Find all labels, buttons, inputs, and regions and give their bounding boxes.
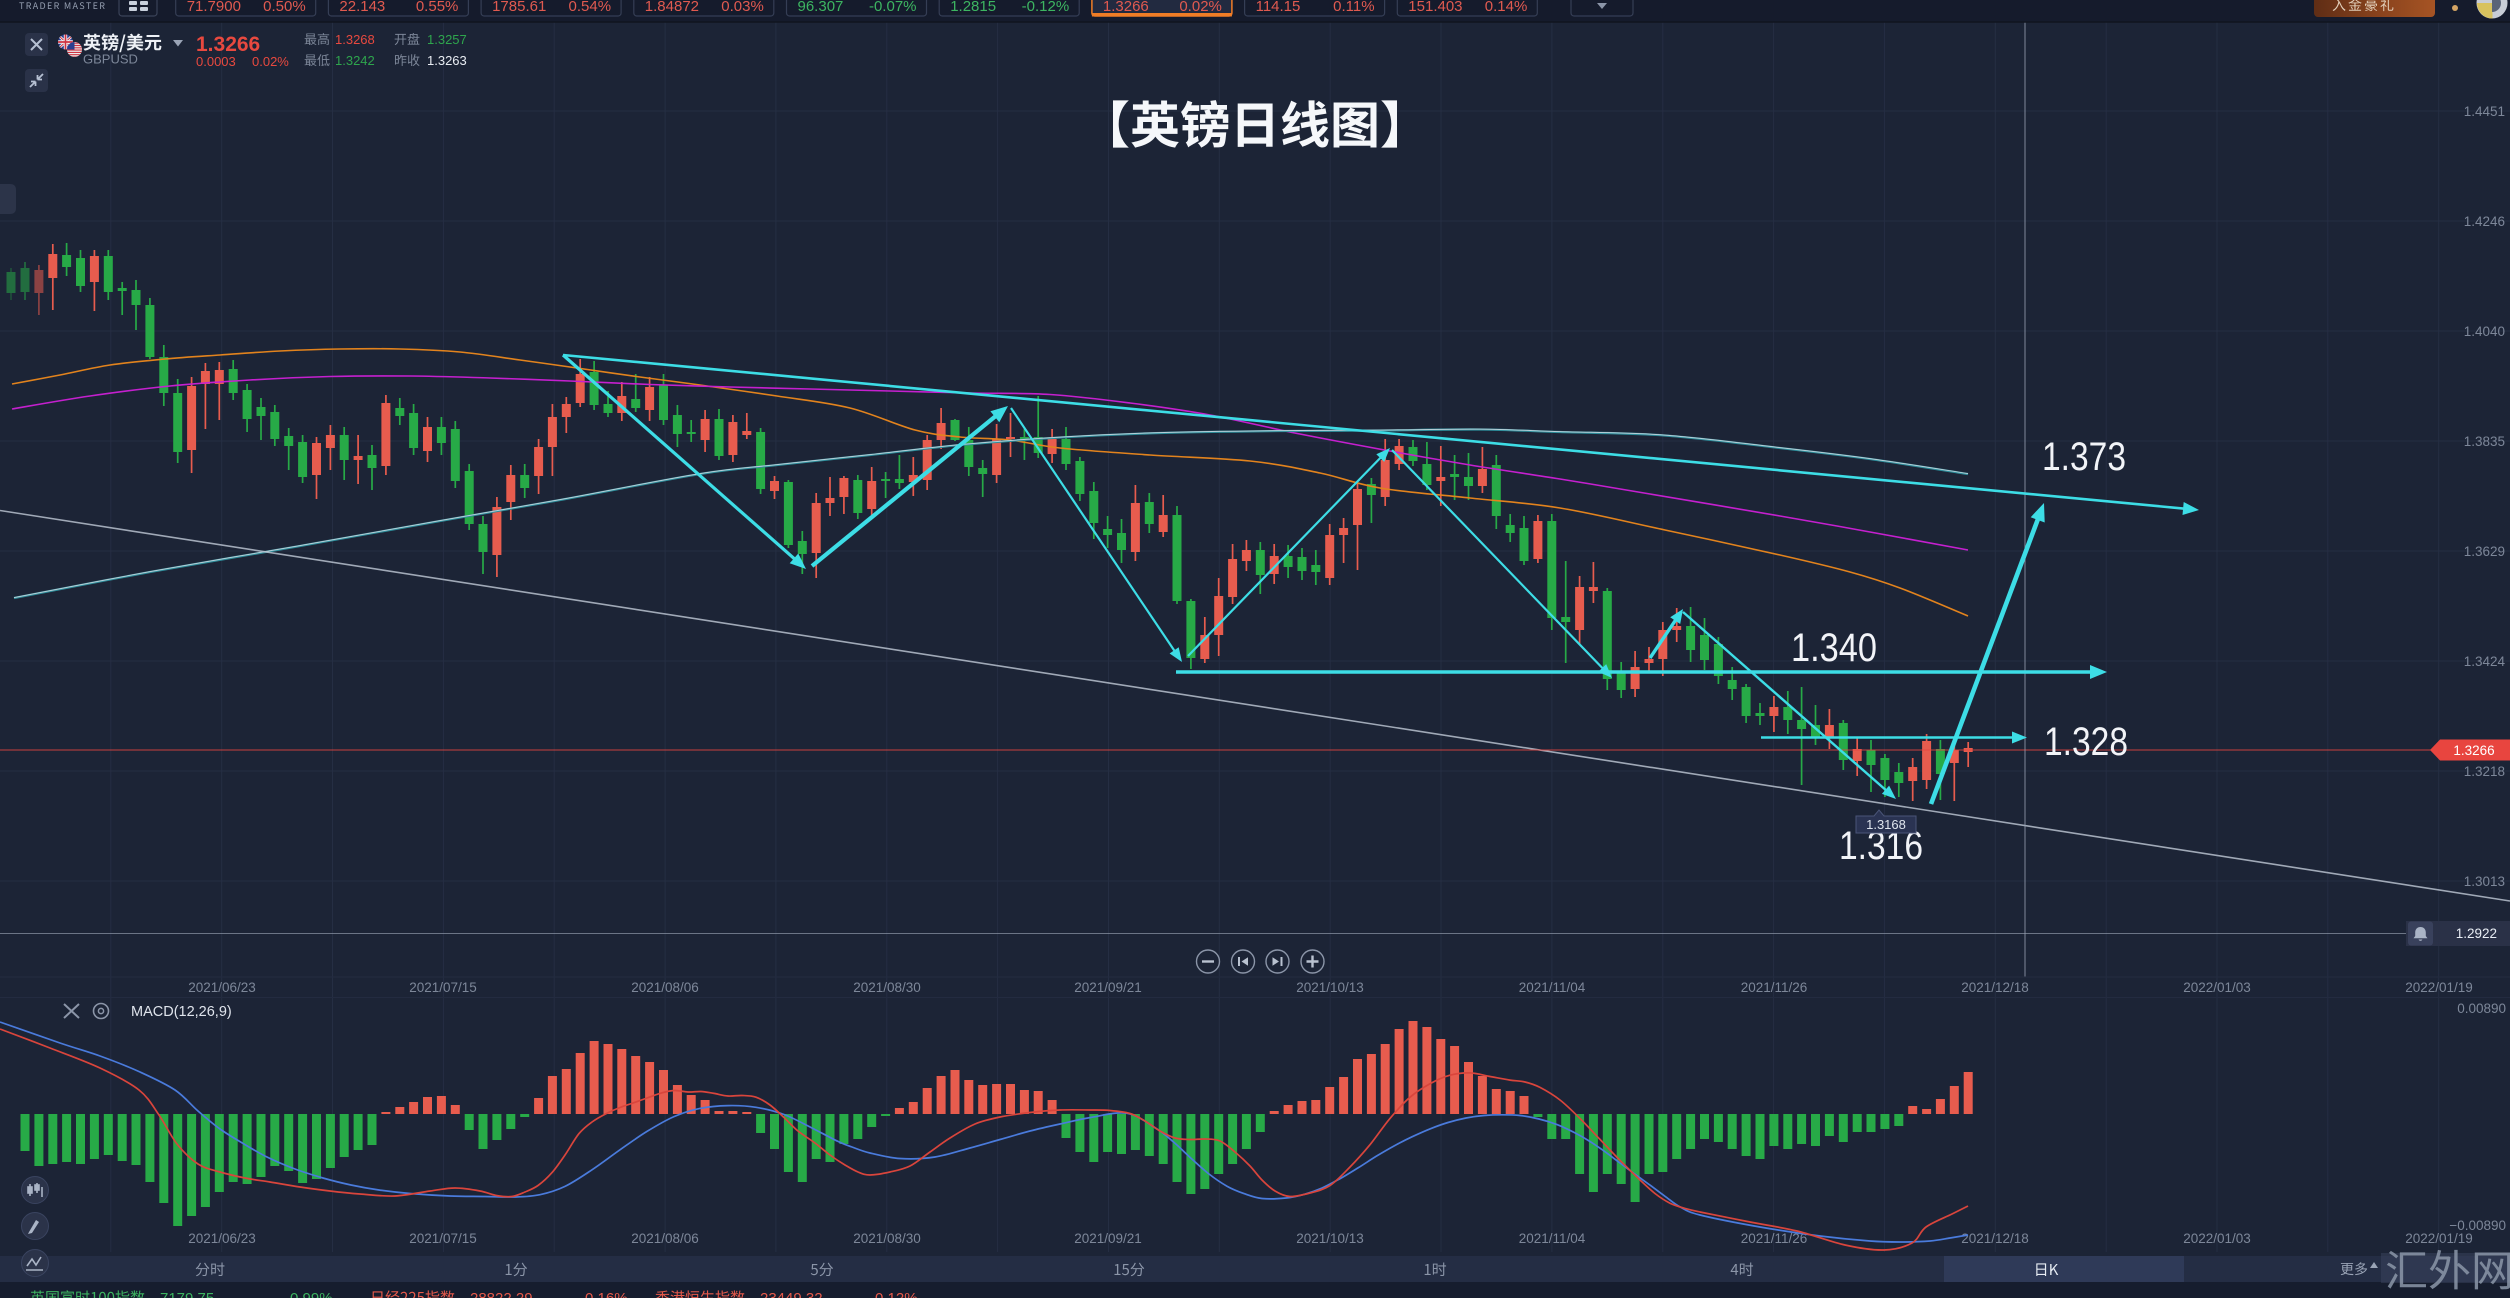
svg-text:0.11%: 0.11% — [1333, 0, 1374, 15]
svg-text:2021/07/15: 2021/07/15 — [409, 980, 477, 995]
svg-text:1.3242: 1.3242 — [335, 53, 375, 68]
svg-text:1.2922: 1.2922 — [2456, 926, 2497, 941]
svg-text:2021/09/21: 2021/09/21 — [1074, 1231, 1142, 1246]
svg-text:2021/12/18: 2021/12/18 — [1961, 980, 2029, 995]
svg-text:2021/11/04: 2021/11/04 — [1519, 1231, 1586, 1246]
svg-text:114.15: 114.15 — [1256, 0, 1301, 15]
svg-text:1.2815: 1.2815 — [950, 0, 996, 15]
svg-text:1.3218: 1.3218 — [2464, 764, 2505, 779]
svg-text:1.3268: 1.3268 — [335, 32, 375, 47]
svg-text:2021/07/15: 2021/07/15 — [409, 1231, 477, 1246]
svg-text:1.3257: 1.3257 — [427, 32, 467, 47]
svg-text:0.50%: 0.50% — [263, 0, 306, 15]
svg-text:1.3835: 1.3835 — [2464, 434, 2505, 449]
svg-text:2021/11/04: 2021/11/04 — [1519, 980, 1586, 995]
svg-text:1.340: 1.340 — [1791, 626, 1877, 670]
svg-text:1.3629: 1.3629 — [2464, 544, 2505, 559]
svg-text:1.84872: 1.84872 — [645, 0, 699, 15]
svg-text:2021/10/13: 2021/10/13 — [1296, 1231, 1364, 1246]
svg-text:0.54%: 0.54% — [569, 0, 612, 15]
svg-text:1.4040: 1.4040 — [2464, 324, 2505, 339]
svg-text:1.3168: 1.3168 — [1866, 817, 1906, 832]
svg-text:1.3266: 1.3266 — [196, 33, 260, 56]
svg-text:1.3266: 1.3266 — [1103, 0, 1149, 15]
svg-text:0.03%: 0.03% — [721, 0, 764, 15]
svg-text:1.3424: 1.3424 — [2464, 654, 2506, 669]
svg-text:2021/11/26: 2021/11/26 — [1741, 980, 1808, 995]
svg-text:1.3266: 1.3266 — [2453, 743, 2494, 758]
svg-text:2021/10/13: 2021/10/13 — [1296, 980, 1364, 995]
svg-text:1.3263: 1.3263 — [427, 53, 467, 68]
svg-text:28822.29: 28822.29 — [470, 1290, 533, 1298]
svg-text:0.16%: 0.16% — [585, 1290, 628, 1298]
svg-text:GBPUSD: GBPUSD — [83, 52, 138, 67]
svg-text:71.7900: 71.7900 — [187, 0, 241, 15]
svg-text:2022/01/19: 2022/01/19 — [2405, 1231, 2473, 1246]
svg-text:1.328: 1.328 — [2044, 720, 2128, 764]
svg-text:-0.12%: -0.12% — [1022, 0, 1070, 15]
svg-text:0.14%: 0.14% — [1485, 0, 1528, 15]
svg-text:2021/11/26: 2021/11/26 — [1741, 1231, 1808, 1246]
svg-text:0.99%: 0.99% — [290, 1290, 333, 1298]
svg-text:2021/08/30: 2021/08/30 — [853, 980, 921, 995]
svg-text:-0.07%: -0.07% — [869, 0, 917, 15]
svg-text:0.02%: 0.02% — [252, 54, 289, 69]
svg-text:2021/08/06: 2021/08/06 — [631, 1231, 699, 1246]
svg-text:0.0003: 0.0003 — [196, 54, 236, 69]
svg-text:0.12%: 0.12% — [875, 1290, 918, 1298]
svg-text:96.307: 96.307 — [798, 0, 844, 15]
svg-text:2021/08/06: 2021/08/06 — [631, 980, 699, 995]
svg-text:2021/12/18: 2021/12/18 — [1961, 1231, 2029, 1246]
svg-text:0.55%: 0.55% — [416, 0, 459, 15]
svg-text:MACD(12,26,9): MACD(12,26,9) — [131, 1004, 232, 1020]
svg-text:0.02%: 0.02% — [1179, 0, 1222, 15]
svg-text:1.4246: 1.4246 — [2464, 214, 2505, 229]
svg-text:1.4451: 1.4451 — [2464, 104, 2505, 119]
svg-text:2022/01/03: 2022/01/03 — [2183, 980, 2251, 995]
svg-text:2021/09/21: 2021/09/21 — [1074, 980, 1142, 995]
svg-text:2022/01/19: 2022/01/19 — [2405, 980, 2473, 995]
svg-text:1785.61: 1785.61 — [492, 0, 546, 15]
svg-text:2021/06/23: 2021/06/23 — [188, 980, 256, 995]
svg-text:2022/01/03: 2022/01/03 — [2183, 1231, 2251, 1246]
svg-text:151.403: 151.403 — [1408, 0, 1462, 15]
svg-text:1.373: 1.373 — [2042, 435, 2126, 479]
svg-text:22.143: 22.143 — [339, 0, 385, 15]
svg-text:1.3013: 1.3013 — [2464, 874, 2505, 889]
svg-text:23449.32: 23449.32 — [760, 1290, 823, 1298]
svg-text:−0.00890: −0.00890 — [2449, 1218, 2506, 1233]
svg-text:7179.75: 7179.75 — [160, 1290, 214, 1298]
svg-text:2021/06/23: 2021/06/23 — [188, 1231, 256, 1246]
svg-text:0.00890: 0.00890 — [2457, 1001, 2506, 1016]
svg-text:2021/08/30: 2021/08/30 — [853, 1231, 921, 1246]
